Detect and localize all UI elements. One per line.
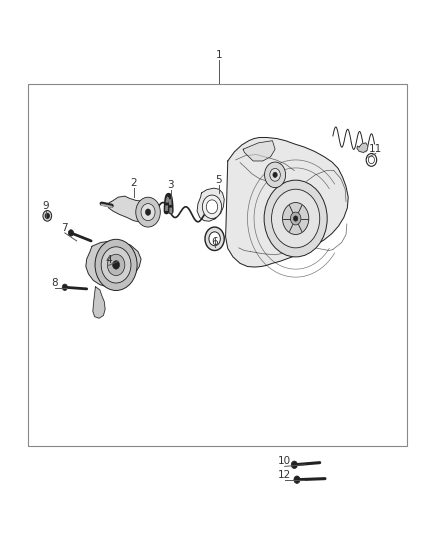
Circle shape	[113, 261, 120, 269]
Polygon shape	[86, 241, 141, 287]
Text: 3: 3	[167, 180, 174, 190]
Circle shape	[68, 230, 74, 236]
Circle shape	[273, 172, 277, 177]
Circle shape	[206, 200, 218, 214]
Text: 8: 8	[51, 278, 58, 288]
Polygon shape	[226, 138, 348, 267]
Circle shape	[290, 212, 301, 225]
Circle shape	[101, 247, 131, 283]
Text: 4: 4	[105, 255, 112, 265]
Circle shape	[265, 162, 286, 188]
Circle shape	[45, 213, 49, 219]
Circle shape	[95, 239, 137, 290]
Circle shape	[202, 195, 222, 219]
Text: 11: 11	[369, 143, 382, 154]
Circle shape	[62, 284, 67, 290]
Circle shape	[136, 197, 160, 227]
Text: 7: 7	[61, 223, 68, 233]
Circle shape	[291, 461, 297, 469]
Polygon shape	[107, 196, 160, 222]
Circle shape	[107, 254, 125, 276]
Polygon shape	[197, 188, 224, 221]
Bar	[28, 84, 407, 446]
Circle shape	[145, 209, 151, 215]
Text: 9: 9	[42, 201, 49, 211]
Text: 2: 2	[130, 177, 137, 188]
Circle shape	[264, 180, 327, 257]
Circle shape	[270, 168, 280, 181]
Polygon shape	[93, 287, 105, 318]
Polygon shape	[243, 141, 275, 161]
Text: 6: 6	[211, 237, 218, 247]
Text: 1: 1	[215, 50, 223, 60]
Text: 10: 10	[278, 456, 291, 466]
Circle shape	[293, 216, 298, 221]
Circle shape	[43, 211, 52, 221]
Circle shape	[205, 227, 224, 251]
Polygon shape	[357, 143, 368, 152]
Circle shape	[283, 203, 309, 235]
Text: 12: 12	[278, 470, 291, 480]
Circle shape	[141, 204, 155, 221]
Circle shape	[272, 189, 320, 248]
Circle shape	[294, 476, 300, 483]
Circle shape	[209, 232, 220, 246]
Text: 5: 5	[215, 175, 223, 185]
